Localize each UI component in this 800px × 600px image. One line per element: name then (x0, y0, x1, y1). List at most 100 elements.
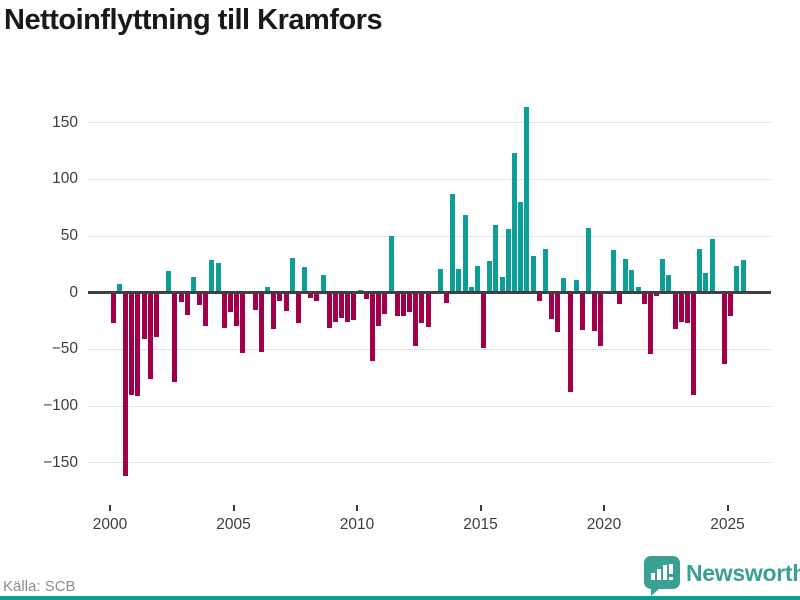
bar (703, 273, 709, 293)
bar (271, 292, 277, 329)
bar (468, 287, 474, 293)
bar (549, 292, 554, 319)
bar (592, 292, 598, 332)
y-tick-label: 0 (69, 283, 78, 301)
bar (363, 292, 369, 300)
x-tick-label: 2020 (586, 516, 622, 533)
bar (295, 292, 301, 324)
bar (561, 278, 567, 293)
bar (567, 292, 573, 393)
bar (227, 292, 233, 312)
bar (153, 292, 159, 337)
bar (493, 224, 499, 293)
bar (419, 292, 425, 324)
bar (555, 292, 561, 333)
bar (728, 292, 734, 317)
newsworthy-logo: Newsworthy (644, 556, 800, 596)
x-tick-mark (356, 505, 358, 511)
bar (407, 292, 412, 312)
y-tick-label: 150 (52, 113, 78, 131)
bar (388, 236, 394, 293)
bar (462, 214, 468, 293)
bar (623, 258, 629, 293)
bar (666, 274, 672, 293)
bar (579, 292, 585, 331)
bar (283, 292, 289, 311)
bar (172, 292, 178, 383)
newsworthy-bubble-icon (644, 556, 680, 596)
bar (400, 292, 406, 317)
bar (530, 256, 536, 293)
bar (215, 263, 221, 293)
bar (289, 257, 295, 293)
bar (487, 261, 493, 293)
bar (512, 153, 517, 293)
bar (332, 292, 338, 323)
bar (258, 292, 264, 352)
bar (672, 292, 678, 329)
gridline (88, 462, 771, 464)
bar (586, 228, 592, 293)
x-tick-mark (726, 505, 729, 511)
bar (629, 270, 635, 293)
bar (314, 292, 320, 301)
bar (326, 292, 332, 328)
bar (518, 202, 524, 293)
bar (320, 274, 326, 293)
bar (394, 292, 400, 317)
x-tick-label: 2015 (463, 516, 498, 533)
bar (598, 292, 604, 346)
y-tick-label: 100 (52, 170, 78, 188)
bar (221, 292, 227, 328)
bar (709, 239, 715, 293)
bar (456, 268, 462, 293)
bar (610, 249, 616, 293)
bar (184, 292, 190, 316)
bar (110, 292, 116, 324)
bar (684, 292, 690, 324)
gridline (88, 178, 771, 180)
bar (166, 271, 172, 293)
bar (654, 292, 659, 297)
bar (573, 280, 579, 293)
x-tick-label: 2025 (710, 516, 745, 533)
bar (437, 268, 443, 293)
bar (536, 292, 542, 301)
bar (135, 292, 141, 396)
bar (178, 292, 184, 302)
x-tick-label: 2005 (216, 516, 251, 533)
chart-title: Nettoinflyttning till Kramfors (4, 4, 383, 36)
bar (369, 292, 375, 361)
bar (660, 258, 666, 293)
bar (382, 292, 388, 315)
zero-axis-line (88, 291, 771, 294)
bar (524, 106, 530, 293)
bar (505, 229, 511, 293)
bar (302, 266, 307, 293)
bar (691, 292, 696, 395)
bar (351, 292, 357, 320)
x-tick-mark (479, 505, 482, 511)
bar (265, 287, 270, 293)
gridline (88, 405, 771, 407)
x-tick-mark (109, 505, 111, 511)
bar (277, 292, 283, 301)
brand-bottom-strip (0, 596, 800, 600)
bar (129, 292, 135, 395)
gridline (88, 235, 771, 237)
bar (647, 292, 653, 354)
bar (616, 292, 622, 304)
newsworthy-logo-text: Newsworthy (686, 560, 800, 586)
bar (308, 292, 314, 299)
bar (678, 292, 684, 323)
gridline (88, 122, 771, 124)
bar (234, 292, 240, 326)
bar (740, 259, 746, 293)
bar (190, 276, 196, 293)
source-label: Källa: SCB (3, 578, 76, 595)
bar (697, 248, 703, 293)
bar (721, 292, 727, 365)
bubble-shape (644, 556, 680, 596)
